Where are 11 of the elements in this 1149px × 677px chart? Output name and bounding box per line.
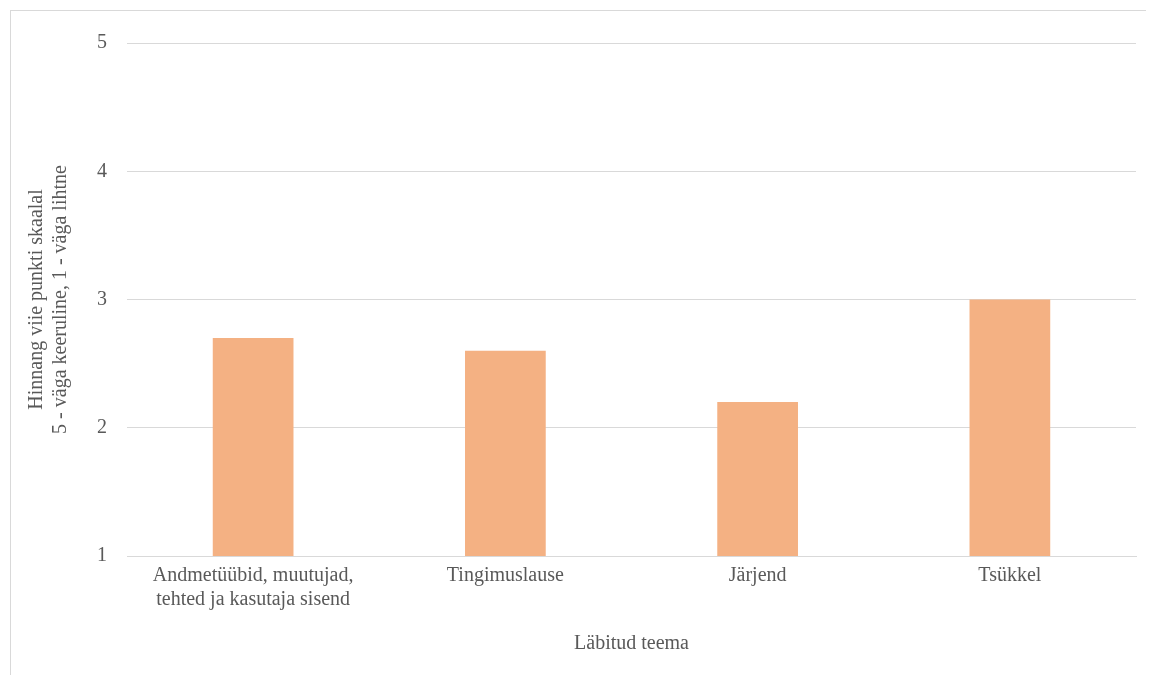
x-tick-label: Tingimuslause xyxy=(446,563,565,587)
x-tick-label: Tsükkel xyxy=(978,563,1042,586)
y-tick-label: 3 xyxy=(97,286,107,309)
y-tick-label: 1 xyxy=(97,543,107,566)
y-tick-label: 2 xyxy=(97,415,107,437)
y-tick-label: 4 xyxy=(97,158,107,181)
y-tick-label: 5 xyxy=(97,30,107,53)
y-axis-title: Hinnang viie punkti skaalal 5 - väga keeruline, 1 - väga lihtne xyxy=(24,164,72,434)
x-axis-title: Läbitud teema xyxy=(574,631,690,654)
x-tick-label: Järjend xyxy=(728,563,787,587)
x-tick-label: Andmetüübid, muutujad, tehted ja kasutaja sisend xyxy=(152,563,354,611)
